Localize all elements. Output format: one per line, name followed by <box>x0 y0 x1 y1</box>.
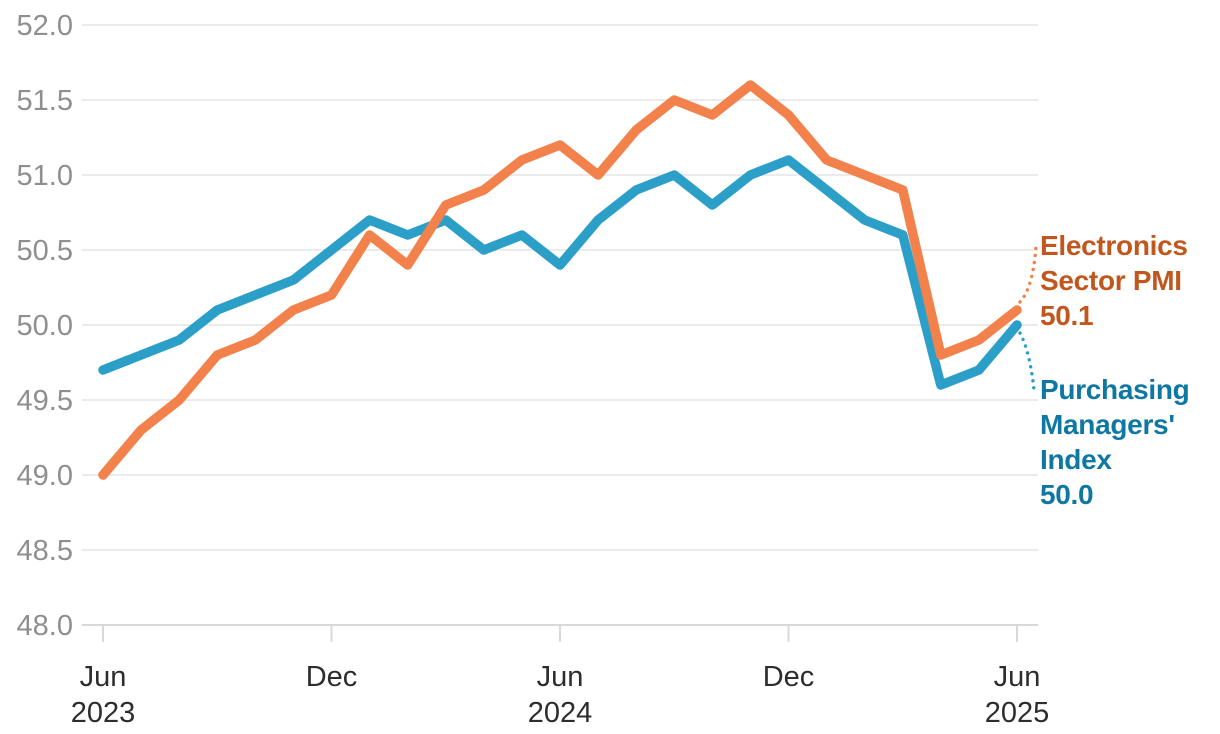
series-line-pmi <box>98 155 1022 390</box>
y-tick-label: 51.5 <box>17 85 73 117</box>
x-tick-label-month: Jun <box>80 661 127 693</box>
x-tick-label-month: Dec <box>306 661 358 693</box>
series-line-electronics <box>98 80 1022 480</box>
y-tick-label: 51.0 <box>17 160 73 192</box>
x-tick-label-year: 2024 <box>528 697 593 729</box>
pmi-label-value: 50.0 <box>1040 479 1094 510</box>
electronics-label-line2: Sector PMI <box>1040 265 1182 296</box>
y-tick-label: 50.5 <box>17 235 73 267</box>
x-tick-label-month: Dec <box>763 661 815 693</box>
electronics-label-line1: Electronics <box>1040 230 1188 261</box>
y-tick-label: 48.0 <box>17 610 73 642</box>
x-tick-label-month: Jun <box>994 661 1041 693</box>
y-tick-label: 49.0 <box>17 460 73 492</box>
x-tick-label-year: 2023 <box>71 697 136 729</box>
y-tick-label: 50.0 <box>17 310 73 342</box>
label-electronics-sector-pmi: Electronics Sector PMI 50.1 <box>1040 228 1188 333</box>
y-tick-label: 52.0 <box>17 10 73 42</box>
y-tick-label: 48.5 <box>17 535 73 567</box>
pmi-label-line1: Purchasing <box>1040 374 1190 405</box>
y-tick-label: 49.5 <box>17 385 73 417</box>
pmi-label-line3: Index <box>1040 444 1112 475</box>
label-purchasing-managers-index: Purchasing Managers' Index 50.0 <box>1040 372 1190 512</box>
leader-line-pmi <box>1018 331 1036 392</box>
x-tick-label-year: 2025 <box>985 697 1050 729</box>
electronics-label-value: 50.1 <box>1040 300 1094 331</box>
x-tick-label-month: Jun <box>537 661 584 693</box>
leader-line-electronics <box>1018 244 1038 304</box>
pmi-label-line2: Managers' <box>1040 409 1175 440</box>
